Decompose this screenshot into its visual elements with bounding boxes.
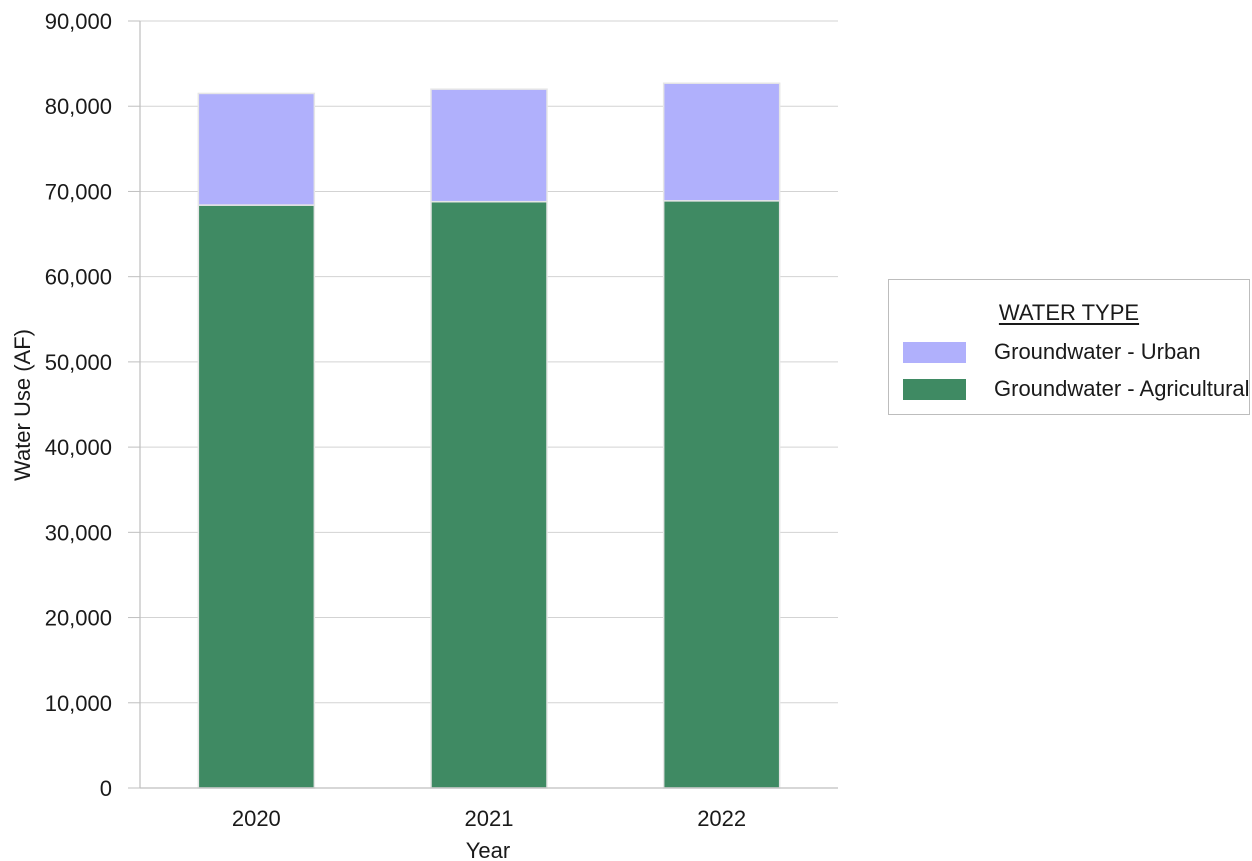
- x-tick-label: 2020: [232, 806, 281, 831]
- x-tick-label: 2022: [697, 806, 746, 831]
- y-tick-label: 40,000: [45, 435, 112, 460]
- x-tick-labels: 2020 2021 2022: [232, 806, 746, 831]
- bar-groundwater-agricultural-2020: [197, 204, 316, 789]
- legend-item-agricultural: Groundwater - Agricultural: [903, 376, 1250, 402]
- bars: [197, 82, 781, 789]
- y-tick-label: 0: [100, 776, 112, 801]
- legend-item-urban: Groundwater - Urban: [903, 339, 1201, 365]
- y-tick-label: 60,000: [45, 265, 112, 290]
- y-tick-label: 70,000: [45, 179, 112, 204]
- legend-label-urban: Groundwater - Urban: [994, 339, 1201, 364]
- y-tick-label: 20,000: [45, 606, 112, 631]
- bar-groundwater-agricultural-2021: [430, 200, 548, 789]
- y-tick-label: 90,000: [45, 9, 112, 34]
- y-tick-labels: 0 10,000 20,000 30,000 40,000 50,000 60,000 70,…: [45, 9, 112, 801]
- y-tick-label: 10,000: [45, 691, 112, 716]
- bar-groundwater-urban-2020: [197, 92, 316, 206]
- bar-groundwater-urban-2022: [662, 82, 781, 202]
- bar-groundwater-agricultural-2022: [662, 200, 781, 789]
- y-tick-label: 30,000: [45, 520, 112, 545]
- legend-swatch-urban: [903, 341, 966, 363]
- legend-swatch-agricultural: [903, 378, 966, 400]
- bar-groundwater-urban-2021: [430, 88, 548, 203]
- x-axis-label: Year: [466, 838, 510, 861]
- y-axis-label: Water Use (AF): [10, 329, 35, 481]
- legend-title: WATER TYPE: [998, 300, 1140, 325]
- legend: WATER TYPE Groundwater - Urban Groundwat…: [888, 279, 1250, 415]
- x-tick-label: 2021: [465, 806, 514, 831]
- y-tick-label: 50,000: [45, 350, 112, 375]
- axes: [128, 20, 838, 789]
- legend-label-agricultural: Groundwater - Agricultural: [994, 376, 1250, 401]
- y-tick-label: 80,000: [45, 94, 112, 119]
